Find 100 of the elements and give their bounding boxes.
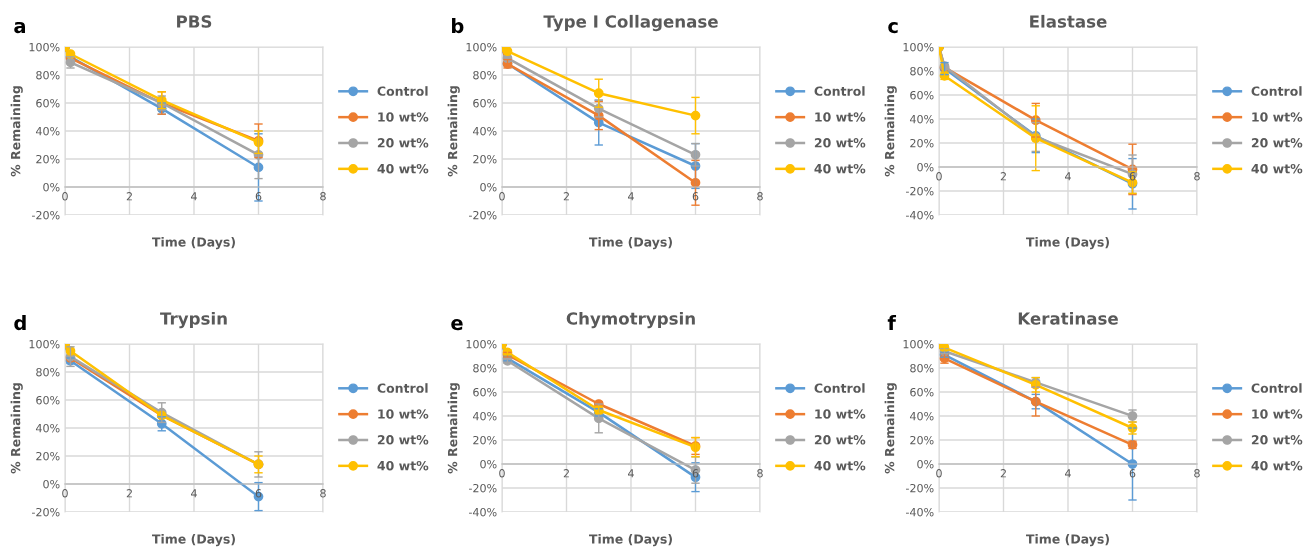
x-tick-label: 0: [936, 469, 942, 478]
y-tick-label: 20%: [910, 138, 934, 148]
y-tick-label: -20%: [31, 507, 60, 517]
text: e: [451, 318, 463, 331]
chart-title: Type I Collagenase: [543, 14, 718, 32]
legend-label: 20 wt%: [1251, 138, 1303, 148]
legend-label: 40 wt%: [814, 460, 866, 471]
y-tick-label: 60%: [473, 98, 497, 108]
legend-label: 10 wt%: [378, 409, 429, 419]
y-axis-title: % Remaining: [447, 86, 460, 177]
y-tick-label: -20%: [905, 186, 934, 196]
y-tick-label: 0%: [917, 162, 934, 172]
legend-label: 10 wt%: [1252, 112, 1303, 122]
x-tick-label: 2: [563, 192, 569, 201]
y-tick-label: -40%: [468, 507, 497, 517]
y-tick-label: 40%: [909, 411, 934, 421]
legend-label: 20 wt%: [814, 435, 866, 445]
x-tick-label: 0: [62, 192, 68, 201]
y-tick-label: 0%: [43, 182, 60, 192]
y-tick-label: 20%: [473, 154, 497, 164]
y-tick-label: 80%: [910, 66, 934, 76]
legend-label: 40 wt%: [377, 460, 429, 471]
y-tick-label: 0%: [480, 182, 497, 192]
y-tick-label: 60%: [36, 395, 60, 405]
legend-label: Control: [1251, 383, 1302, 393]
x-axis-title: Time (Days): [589, 237, 672, 250]
chart-title: PBS: [177, 15, 212, 28]
chart-title: Chymotrypsin: [566, 311, 695, 329]
y-tick-label: 80%: [36, 70, 60, 80]
x-tick-label: 8: [320, 489, 326, 498]
legend-label: Control: [377, 383, 428, 393]
x-tick-label: 4: [628, 192, 634, 201]
y-tick-label: -20%: [905, 483, 934, 493]
legend-label: 40 wt%: [377, 163, 429, 174]
text: a: [14, 21, 25, 34]
legend-label: 10 wt%: [815, 112, 866, 122]
legend-label: 10 wt%: [1252, 409, 1303, 419]
legend-label: Control: [1251, 86, 1302, 96]
y-tick-label: -20%: [468, 483, 497, 493]
legend-label: Control: [377, 86, 428, 96]
x-tick-label: 8: [1194, 469, 1200, 478]
chart-title: Trypsin: [160, 311, 227, 329]
y-tick-label: 20%: [36, 451, 60, 461]
chart-title: Keratinase: [1018, 311, 1118, 325]
y-tick-label: 20%: [473, 435, 497, 445]
x-tick-label: 2: [563, 469, 569, 478]
legend-label: 40 wt%: [1251, 163, 1303, 174]
x-axis-title: Time (Days): [589, 534, 672, 547]
y-tick-label: 80%: [910, 363, 934, 373]
legend-label: 10 wt%: [378, 112, 429, 122]
y-tick-label: 60%: [36, 98, 60, 108]
y-tick-label: 0%: [480, 459, 497, 469]
y-tick-label: 80%: [36, 367, 60, 377]
y-axis-title: % Remaining: [10, 383, 23, 474]
x-tick-label: 4: [191, 489, 197, 498]
x-tick-label: 0: [499, 192, 505, 201]
y-tick-label: -40%: [905, 210, 934, 220]
x-tick-label: 8: [757, 469, 763, 478]
x-tick-label: 4: [1065, 469, 1071, 478]
y-tick-label: 0%: [43, 479, 60, 489]
x-tick-label: 4: [191, 192, 197, 201]
y-tick-label: 100%: [29, 42, 60, 52]
text: f: [887, 315, 897, 330]
y-axis-title: % Remaining: [447, 383, 460, 474]
x-axis-title: Time (Days): [152, 237, 235, 250]
x-tick-label: 8: [757, 192, 763, 201]
legend-label: 20 wt%: [1251, 435, 1303, 445]
y-tick-label: 0%: [917, 459, 934, 469]
text: b: [452, 18, 464, 34]
y-tick-label: 40%: [35, 423, 60, 433]
legend-label: 40 wt%: [1251, 460, 1303, 471]
chart-title: Elastase: [1030, 14, 1107, 28]
y-tick-label: 100%: [903, 42, 934, 52]
y-tick-label: 40%: [472, 411, 497, 421]
y-axis-title: % Remaining: [884, 86, 897, 177]
x-tick-label: 2: [126, 489, 132, 498]
y-tick-label: 60%: [910, 387, 934, 397]
y-axis-title: % Remaining: [10, 86, 23, 177]
x-tick-label: 2: [126, 192, 132, 201]
x-tick-label: 4: [1065, 172, 1071, 181]
y-tick-label: 40%: [909, 114, 934, 124]
legend-label: 20 wt%: [377, 435, 429, 445]
y-tick-label: 40%: [472, 126, 497, 136]
x-tick-label: 2: [1000, 172, 1006, 181]
y-tick-label: 100%: [29, 339, 60, 349]
y-tick-label: 80%: [473, 363, 497, 373]
y-tick-label: 100%: [903, 339, 934, 349]
x-axis-title: Time (Days): [152, 534, 235, 547]
legend-label: 20 wt%: [814, 138, 866, 148]
x-tick-label: 6: [692, 469, 699, 478]
y-tick-label: -40%: [905, 507, 934, 517]
y-tick-label: 80%: [473, 70, 497, 80]
x-tick-label: 0: [936, 172, 942, 181]
y-tick-label: 20%: [910, 435, 934, 445]
x-axis-title: Time (Days): [1026, 534, 1109, 547]
text: c: [888, 21, 898, 34]
x-tick-label: 0: [62, 489, 68, 498]
legend-label: Control: [814, 86, 865, 96]
legend-label: 10 wt%: [815, 409, 866, 419]
y-tick-label: 60%: [910, 90, 934, 100]
